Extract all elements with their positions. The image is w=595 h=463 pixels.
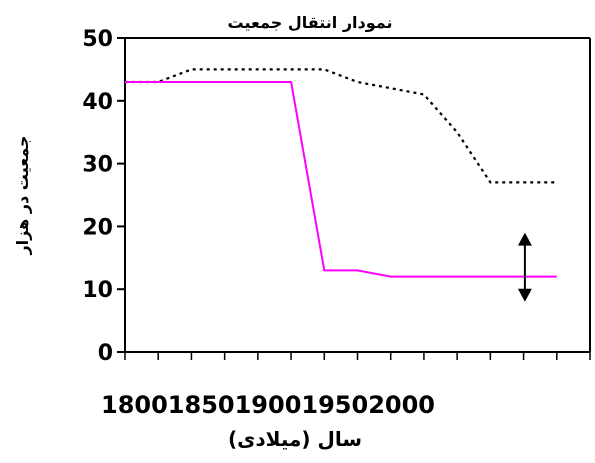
x-tick-label-text: 18001850190019502000 — [101, 391, 435, 419]
y-tick-label: 30 — [82, 153, 113, 178]
arrow-down-icon — [517, 288, 532, 302]
arrow-up-icon — [517, 232, 532, 246]
chart-title: نمودار انتقال جمعیت — [228, 13, 393, 32]
y-ticks: 0 10 20 30 40 50 — [82, 27, 125, 366]
y-tick-label: 40 — [82, 90, 113, 115]
series-line-solid — [125, 81, 557, 278]
plot-area: 0 10 20 30 40 50 — [82, 27, 591, 366]
y-axis-label: جمعیت در هزار — [13, 135, 32, 255]
x-ticks — [124, 352, 591, 360]
y-tick-label: 0 — [98, 341, 113, 366]
y-tick-label: 20 — [82, 215, 113, 240]
y-tick-label: 50 — [82, 27, 113, 52]
series-line-dotted — [125, 68, 557, 184]
x-axis-label: سال (میلادی) — [228, 427, 362, 451]
series-layer — [125, 68, 557, 278]
annotation-layer — [517, 232, 532, 302]
y-tick-label: 10 — [82, 278, 113, 303]
